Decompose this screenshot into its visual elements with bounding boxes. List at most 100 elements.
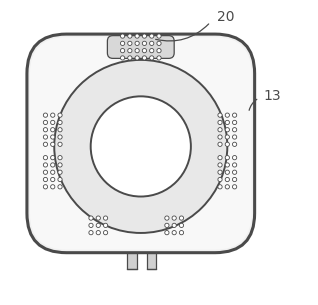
Circle shape	[89, 216, 93, 220]
Bar	[127, 241, 136, 269]
Circle shape	[51, 142, 55, 146]
Circle shape	[103, 223, 108, 228]
Circle shape	[58, 178, 62, 182]
Circle shape	[103, 231, 108, 235]
Circle shape	[225, 185, 230, 189]
Circle shape	[43, 163, 48, 167]
Circle shape	[51, 163, 55, 167]
Circle shape	[142, 41, 147, 45]
Circle shape	[51, 127, 55, 132]
Circle shape	[128, 48, 132, 53]
Circle shape	[172, 231, 176, 235]
Circle shape	[225, 135, 230, 139]
Circle shape	[179, 231, 183, 235]
Circle shape	[165, 223, 169, 228]
Circle shape	[121, 48, 125, 53]
Circle shape	[43, 113, 48, 117]
Circle shape	[128, 34, 132, 38]
Bar	[147, 241, 156, 269]
Circle shape	[43, 156, 48, 160]
Circle shape	[135, 48, 139, 53]
Circle shape	[51, 120, 55, 124]
Circle shape	[232, 185, 237, 189]
Circle shape	[91, 96, 191, 196]
Circle shape	[43, 135, 48, 139]
Circle shape	[157, 34, 161, 38]
Circle shape	[149, 34, 154, 38]
Circle shape	[135, 56, 139, 60]
Circle shape	[135, 34, 139, 38]
Circle shape	[128, 56, 132, 60]
Circle shape	[58, 185, 62, 189]
Circle shape	[58, 127, 62, 132]
Circle shape	[165, 216, 169, 220]
Circle shape	[157, 48, 161, 53]
Text: 20: 20	[217, 10, 234, 24]
Circle shape	[179, 216, 183, 220]
Circle shape	[165, 231, 169, 235]
Circle shape	[58, 135, 62, 139]
Circle shape	[225, 127, 230, 132]
Circle shape	[232, 142, 237, 146]
Circle shape	[128, 41, 132, 45]
Circle shape	[218, 135, 222, 139]
Circle shape	[58, 113, 62, 117]
Circle shape	[218, 120, 222, 124]
Circle shape	[218, 127, 222, 132]
Circle shape	[225, 142, 230, 146]
Circle shape	[232, 135, 237, 139]
FancyBboxPatch shape	[30, 37, 252, 250]
Circle shape	[172, 223, 176, 228]
Circle shape	[142, 56, 147, 60]
Text: 13: 13	[264, 89, 281, 103]
Circle shape	[43, 185, 48, 189]
Circle shape	[51, 170, 55, 174]
Circle shape	[232, 113, 237, 117]
Circle shape	[225, 163, 230, 167]
Circle shape	[232, 170, 237, 174]
Circle shape	[51, 185, 55, 189]
Circle shape	[58, 163, 62, 167]
Circle shape	[218, 113, 222, 117]
Circle shape	[149, 48, 154, 53]
Circle shape	[218, 163, 222, 167]
Circle shape	[96, 223, 100, 228]
Circle shape	[225, 120, 230, 124]
Circle shape	[232, 120, 237, 124]
Circle shape	[89, 223, 93, 228]
Circle shape	[157, 56, 161, 60]
Circle shape	[103, 216, 108, 220]
Circle shape	[43, 178, 48, 182]
Circle shape	[43, 142, 48, 146]
Circle shape	[157, 41, 161, 45]
Circle shape	[232, 178, 237, 182]
Circle shape	[51, 156, 55, 160]
Circle shape	[96, 231, 100, 235]
Circle shape	[149, 41, 154, 45]
FancyBboxPatch shape	[27, 34, 255, 253]
Circle shape	[218, 185, 222, 189]
Circle shape	[232, 127, 237, 132]
Circle shape	[232, 163, 237, 167]
Circle shape	[121, 56, 125, 60]
Circle shape	[172, 216, 176, 220]
FancyBboxPatch shape	[107, 36, 174, 58]
Circle shape	[225, 156, 230, 160]
Circle shape	[51, 135, 55, 139]
Circle shape	[142, 34, 147, 38]
Circle shape	[51, 178, 55, 182]
Circle shape	[225, 170, 230, 174]
Circle shape	[218, 178, 222, 182]
Circle shape	[58, 156, 62, 160]
Circle shape	[58, 170, 62, 174]
Circle shape	[89, 231, 93, 235]
Circle shape	[121, 41, 125, 45]
Circle shape	[179, 223, 183, 228]
Circle shape	[232, 156, 237, 160]
Circle shape	[96, 216, 100, 220]
Circle shape	[225, 178, 230, 182]
Circle shape	[218, 156, 222, 160]
Circle shape	[121, 34, 125, 38]
Circle shape	[218, 170, 222, 174]
Circle shape	[218, 142, 222, 146]
